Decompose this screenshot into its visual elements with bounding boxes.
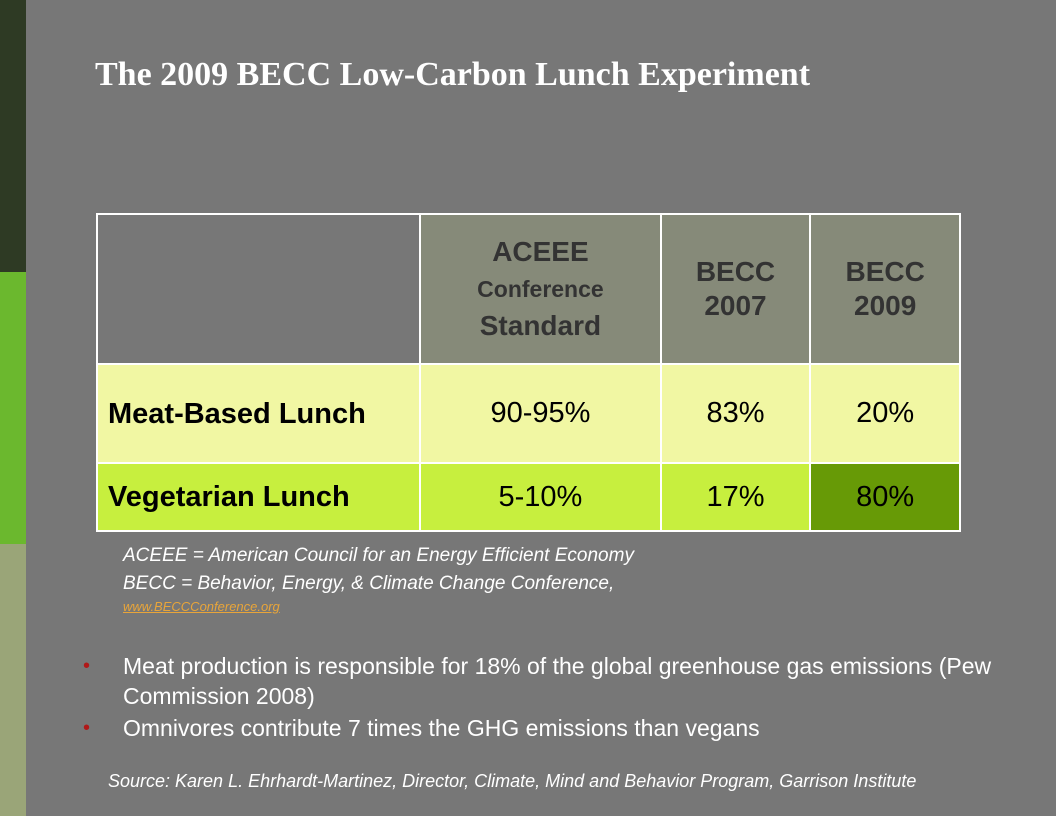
bullet-dot-icon: • [83, 717, 91, 739]
header-aceee-line1: ACEEE [492, 236, 589, 267]
slide-title: The 2009 BECC Low-Carbon Lunch Experimen… [95, 56, 811, 93]
bullet-text: Meat production is responsible for 18% o… [123, 653, 992, 709]
cell-meat-aceee: 90-95% [419, 363, 662, 464]
note-aceee-definition: ACEEE = American Council for an Energy E… [123, 545, 634, 566]
note-becc-definition: BECC = Behavior, Energy, & Climate Chang… [123, 573, 615, 594]
cell-meat-becc-2007: 83% [659, 363, 812, 464]
bullet-dot-icon: • [83, 655, 91, 677]
bullet-item: • Meat production is responsible for 18%… [80, 651, 1056, 711]
header-aceee-line3: Standard [479, 310, 602, 341]
source-citation: Source: Karen L. Ehrhardt-Martinez, Dire… [108, 771, 917, 791]
header-becc-2009-line2: 2009 [854, 290, 917, 321]
cell-veg-becc-2007: 17% [659, 462, 812, 532]
decor-stripe-top [0, 0, 26, 272]
table-row-meat: Meat-Based Lunch 90-95% 83% 20% [95, 363, 961, 464]
table-row-vegetarian: Vegetarian Lunch 5-10% 17% 80% [95, 462, 961, 532]
header-aceee-line2: Conference [477, 276, 604, 302]
becc-conference-link[interactable]: www.BECCConference.org [123, 599, 280, 614]
bullet-item: • Omnivores contribute 7 times the GHG e… [80, 713, 1056, 743]
bullet-list: • Meat production is responsible for 18%… [80, 651, 1056, 745]
header-becc-2009: BECC 2009 [809, 213, 961, 365]
cell-veg-becc-2009: 80% [809, 462, 961, 532]
results-table: ACEEE Conference Standard BECC 2007 BECC… [95, 213, 961, 532]
decor-stripe-bottom [0, 544, 26, 816]
header-becc-2007-line2: 2007 [704, 290, 767, 321]
cell-veg-aceee: 5-10% [419, 462, 662, 532]
cell-meat-becc-2009: 20% [809, 363, 961, 464]
decor-stripe-middle [0, 272, 26, 544]
row-label-meat: Meat-Based Lunch [95, 363, 422, 464]
table-header-row: ACEEE Conference Standard BECC 2007 BECC… [95, 213, 961, 365]
header-becc-2007: BECC 2007 [659, 213, 812, 365]
header-aceee: ACEEE Conference Standard [419, 213, 662, 365]
bullet-text: Omnivores contribute 7 times the GHG emi… [123, 715, 760, 741]
header-becc-2007-line1: BECC [695, 256, 776, 287]
table-corner-cell [95, 213, 422, 365]
header-becc-2009-line1: BECC [845, 256, 925, 287]
row-label-vegetarian: Vegetarian Lunch [95, 462, 422, 532]
table-notes: ACEEE = American Council for an Energy E… [123, 542, 634, 616]
